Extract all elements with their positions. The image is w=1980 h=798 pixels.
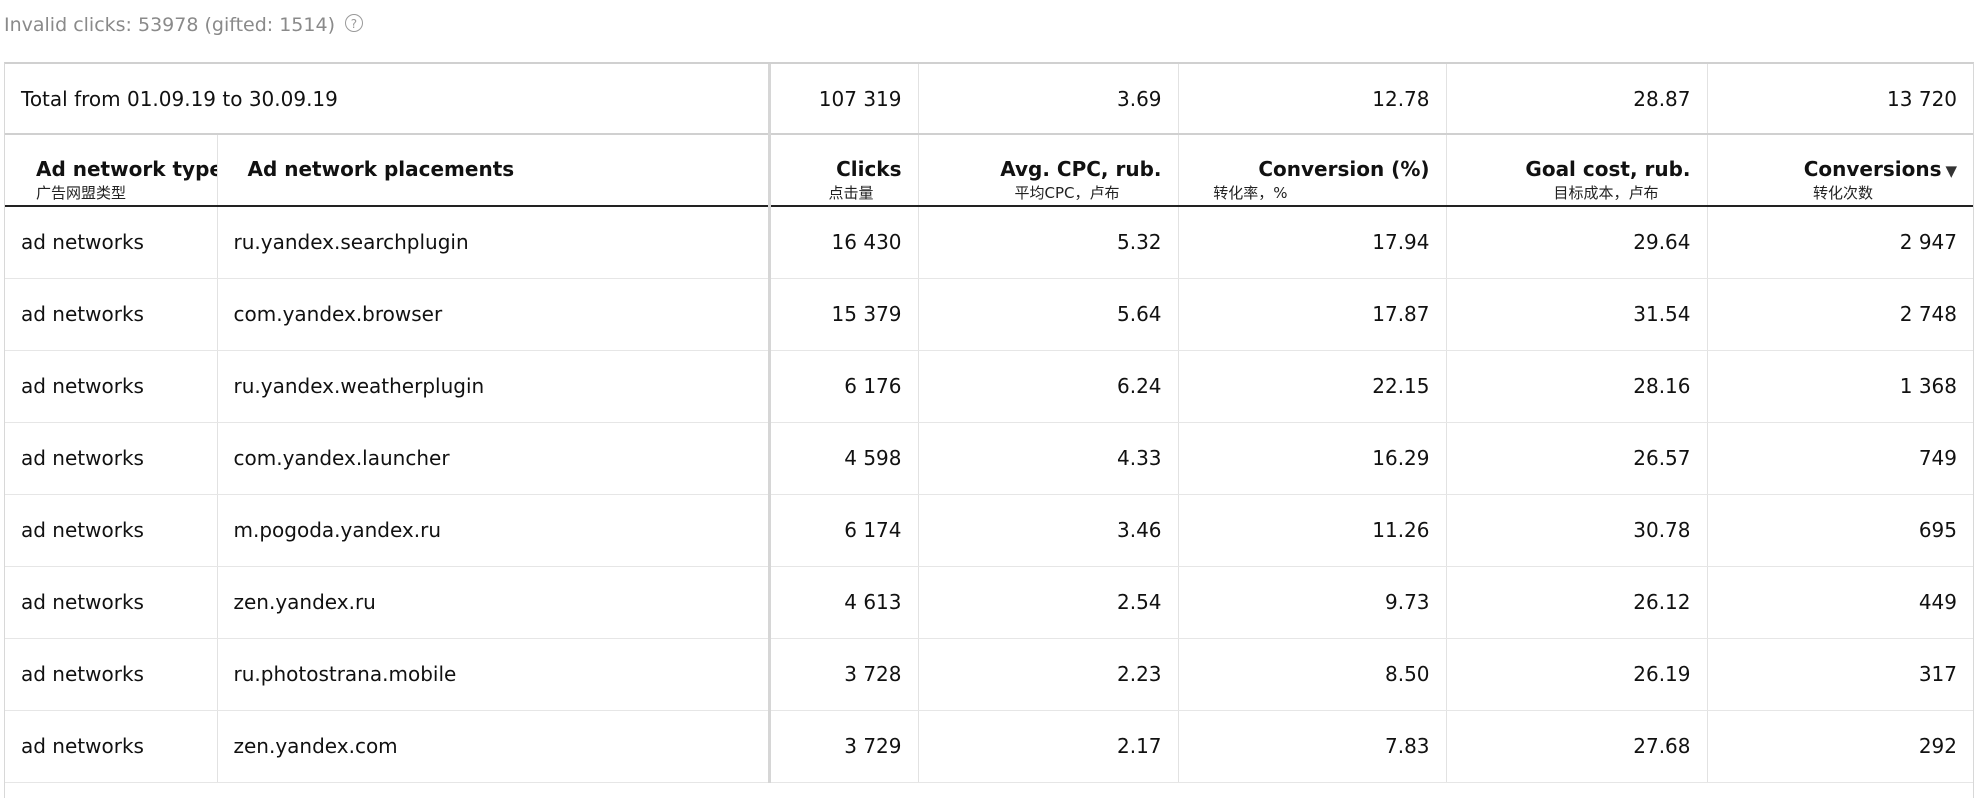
cell-clicks: 6 176	[768, 350, 919, 423]
cell-clicks: 4 613	[768, 566, 919, 639]
cell-avg-cpc: 2.17	[917, 710, 1179, 783]
column-header-sublabel: 平均CPC，卢布	[1014, 184, 1120, 202]
column-header-label: Ad network type	[36, 157, 217, 181]
column-header-placements[interactable]: Ad network placements	[217, 134, 771, 207]
column-header-clicks[interactable]: Clicks 点击量	[768, 134, 919, 207]
column-header-label: Avg. CPC, rub.	[1000, 157, 1162, 181]
cell-goal-cost: 29.64	[1445, 206, 1708, 279]
column-header-sublabel: 转化次数	[1813, 184, 1874, 202]
cell-goal-cost: 30.78	[1445, 494, 1708, 567]
help-icon[interactable]: ?	[344, 14, 363, 32]
column-header-label: Conversions	[1803, 157, 1942, 181]
column-header-sublabel: 点击量	[828, 184, 874, 202]
cell-clicks: 3 729	[768, 710, 919, 783]
invalid-clicks-summary: Invalid clicks: 53978 (gifted: 1514) ?	[4, 14, 363, 36]
table-row[interactable]: ad networks zen.yandex.ru 4 613 2.54 9.73 26.…	[5, 566, 1973, 639]
table-body: ad networks ru.yandex.searchplugin 16 430 5…	[5, 206, 1973, 783]
cell-conversion: 22.15	[1177, 350, 1447, 423]
cell-placement: ru.yandex.searchplugin	[217, 206, 771, 279]
cell-conversions: 749	[1706, 422, 1973, 495]
cell-clicks: 16 430	[768, 206, 919, 279]
cell-placement: zen.yandex.ru	[217, 566, 771, 639]
cell-conversion: 8.50	[1177, 638, 1447, 711]
total-label: Total from 01.09.19 to 30.09.19	[5, 64, 771, 135]
cell-conversions: 317	[1706, 638, 1973, 711]
column-header-sublabel: 广告网盟类型	[36, 184, 127, 202]
cell-conversion: 11.26	[1177, 494, 1447, 567]
column-header-avg-cpc[interactable]: Avg. CPC, rub. 平均CPC，卢布	[917, 134, 1179, 207]
table-row[interactable]: ad networks ru.photostrana.mobile 3 728 2.2…	[5, 638, 1973, 711]
table-row[interactable]: ad networks m.pogoda.yandex.ru 6 174 3.46 11…	[5, 494, 1973, 567]
stats-table-container: Total from 01.09.19 to 30.09.19 107 319 …	[4, 62, 1974, 798]
column-header-label: Conversion (%)	[1258, 157, 1430, 181]
cell-placement: m.pogoda.yandex.ru	[217, 494, 771, 567]
header-row: Ad network type 广告网盟类型 Ad network placem…	[5, 134, 1973, 207]
cell-type: ad networks	[5, 566, 218, 639]
cell-conversions: 2 748	[1706, 278, 1973, 351]
total-goal-cost: 28.87	[1445, 64, 1708, 135]
cell-avg-cpc: 2.23	[917, 638, 1179, 711]
total-avg-cpc: 3.69	[917, 64, 1179, 135]
column-header-label: Clicks	[836, 157, 902, 181]
cell-goal-cost: 31.54	[1445, 278, 1708, 351]
cell-type: ad networks	[5, 494, 218, 567]
cell-type: ad networks	[5, 710, 218, 783]
cell-avg-cpc: 4.33	[917, 422, 1179, 495]
cell-type: ad networks	[5, 638, 218, 711]
column-header-label: Goal cost, rub.	[1525, 157, 1691, 181]
cell-type: ad networks	[5, 350, 218, 423]
cell-placement: ru.photostrana.mobile	[217, 638, 771, 711]
total-conversion: 12.78	[1177, 64, 1447, 135]
total-conversions: 13 720	[1706, 64, 1973, 135]
cell-type: ad networks	[5, 422, 218, 495]
cell-clicks: 4 598	[768, 422, 919, 495]
cell-conversion: 17.94	[1177, 206, 1447, 279]
table-row[interactable]: ad networks ru.yandex.searchplugin 16 430 5…	[5, 206, 1973, 279]
cell-avg-cpc: 2.54	[917, 566, 1179, 639]
cell-conversions: 695	[1706, 494, 1973, 567]
column-header-sublabel: 转化率，%	[1213, 184, 1288, 202]
column-header-type[interactable]: Ad network type 广告网盟类型	[5, 134, 218, 207]
column-header-label: Ad network placements	[247, 157, 515, 181]
column-header-goal-cost[interactable]: Goal cost, rub. 目标成本，卢布	[1445, 134, 1708, 207]
cell-clicks: 3 728	[768, 638, 919, 711]
cell-placement: zen.yandex.com	[217, 710, 771, 783]
cell-placement: ru.yandex.weatherplugin	[217, 350, 771, 423]
total-row: Total from 01.09.19 to 30.09.19 107 319 …	[5, 64, 1973, 135]
cell-placement: com.yandex.launcher	[217, 422, 771, 495]
stats-table: Total from 01.09.19 to 30.09.19 107 319 …	[5, 64, 1973, 783]
cell-goal-cost: 26.19	[1445, 638, 1708, 711]
cell-type: ad networks	[5, 278, 218, 351]
table-row[interactable]: ad networks com.yandex.browser 15 379 5.64 1…	[5, 278, 1973, 351]
column-header-conversions[interactable]: Conversions ▼ 转化次数	[1706, 134, 1973, 207]
column-header-conversion[interactable]: Conversion (%) 转化率，%	[1177, 134, 1447, 207]
invalid-clicks-text: Invalid clicks: 53978 (gifted: 1514)	[4, 14, 335, 36]
cell-avg-cpc: 5.64	[917, 278, 1179, 351]
cell-clicks: 6 174	[768, 494, 919, 567]
total-clicks: 107 319	[768, 64, 919, 135]
cell-conversions: 2 947	[1706, 206, 1973, 279]
cell-conversions: 292	[1706, 710, 1973, 783]
table-row[interactable]: ad networks zen.yandex.com 3 729 2.17 7.83 27…	[5, 710, 1973, 783]
cell-avg-cpc: 6.24	[917, 350, 1179, 423]
cell-type: ad networks	[5, 206, 218, 279]
cell-conversions: 1 368	[1706, 350, 1973, 423]
cell-goal-cost: 27.68	[1445, 710, 1708, 783]
cell-goal-cost: 26.57	[1445, 422, 1708, 495]
table-row[interactable]: ad networks com.yandex.launcher 4 598 4.33 1…	[5, 422, 1973, 495]
cell-conversion: 7.83	[1177, 710, 1447, 783]
column-header-sublabel: 目标成本，卢布	[1553, 184, 1659, 202]
cell-conversion: 9.73	[1177, 566, 1447, 639]
cell-clicks: 15 379	[768, 278, 919, 351]
cell-conversion: 16.29	[1177, 422, 1447, 495]
table-row[interactable]: ad networks ru.yandex.weatherplugin 6 176 6…	[5, 350, 1973, 423]
cell-conversions: 449	[1706, 566, 1973, 639]
cell-avg-cpc: 3.46	[917, 494, 1179, 567]
sort-desc-icon[interactable]: ▼	[1945, 162, 1958, 180]
cell-conversion: 17.87	[1177, 278, 1447, 351]
cell-goal-cost: 26.12	[1445, 566, 1708, 639]
cell-placement: com.yandex.browser	[217, 278, 771, 351]
cell-goal-cost: 28.16	[1445, 350, 1708, 423]
cell-avg-cpc: 5.32	[917, 206, 1179, 279]
